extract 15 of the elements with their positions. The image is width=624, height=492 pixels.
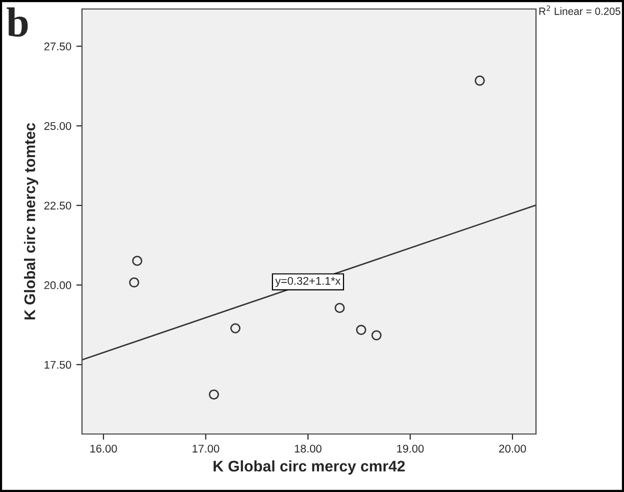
x-axis-title: K Global circ mercy cmr42 [214,460,405,475]
x-tick-label: 17.00 [192,444,220,453]
y-axis-title: K Global circ mercy tomtec [24,123,38,320]
x-tick-label: 18.00 [294,444,322,453]
y-tick-label: 20.00 [44,281,72,290]
annotation: y=0.32+1.1*x [275,276,341,288]
y-tick-label: 27.50 [44,42,72,50]
text: R$^{2}$ Linear = 0.205 [539,5,620,15]
x-tick-label: 20.00 [499,444,526,453]
x-tick-label: 19.00 [397,444,424,453]
y-tick-label: 17.50 [44,360,72,369]
y-tick-label: 22.50 [44,202,72,210]
y-tick-label: 25.00 [44,122,72,130]
x-tick-label: 16.00 [90,444,117,453]
text: b [6,7,28,37]
